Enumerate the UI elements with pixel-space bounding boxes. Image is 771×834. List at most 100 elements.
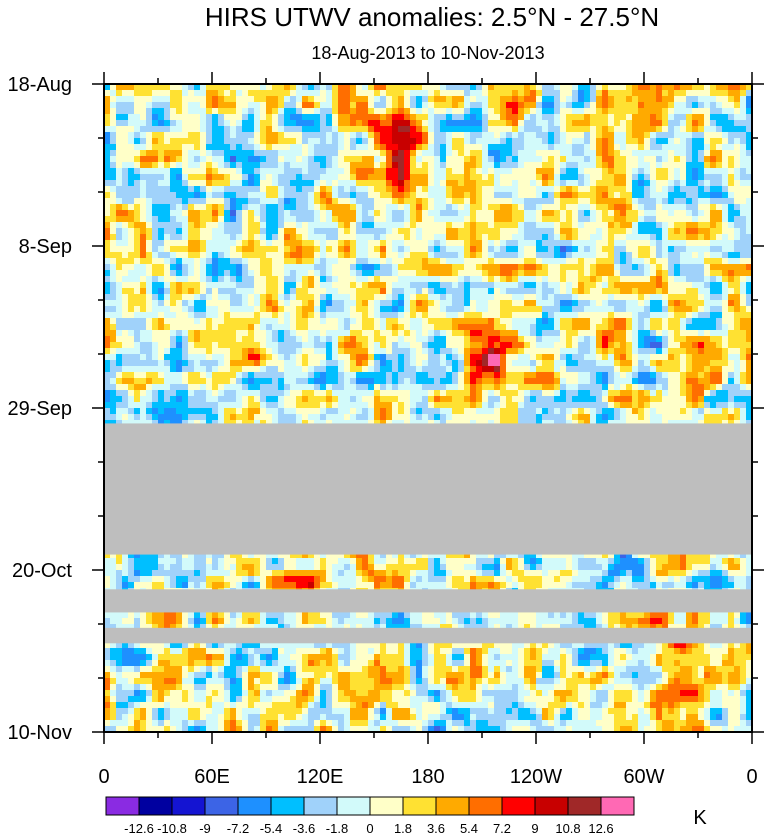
heatmap-cell <box>524 204 531 211</box>
heatmap-cell <box>110 84 117 91</box>
heatmap-cell <box>356 342 363 349</box>
heatmap-cell <box>314 198 321 205</box>
heatmap-cell <box>350 192 357 199</box>
heatmap-cell <box>500 96 507 103</box>
heatmap-cell <box>506 222 513 229</box>
heatmap-cell <box>566 300 573 307</box>
heatmap-cell <box>278 144 285 151</box>
heatmap-cell <box>146 354 153 361</box>
heatmap-cell <box>404 234 411 241</box>
heatmap-cell <box>602 270 609 277</box>
heatmap-cell <box>266 312 273 319</box>
heatmap-cell <box>158 174 165 181</box>
heatmap-cell <box>122 288 129 295</box>
heatmap-cell <box>218 204 225 211</box>
heatmap-cell <box>326 138 333 145</box>
heatmap-cell <box>200 102 207 109</box>
heatmap-cell <box>440 156 447 163</box>
heatmap-cell <box>116 264 123 271</box>
heatmap-cell <box>284 342 291 349</box>
heatmap-cell <box>476 228 483 235</box>
heatmap-cell <box>728 222 735 229</box>
heatmap-cell <box>512 228 519 235</box>
heatmap-cell <box>440 120 447 127</box>
heatmap-cell <box>116 102 123 109</box>
heatmap-cell <box>380 324 387 331</box>
heatmap-cell <box>512 342 519 349</box>
heatmap-cell <box>578 210 585 217</box>
heatmap-cell <box>134 102 141 109</box>
heatmap-cell <box>308 168 315 175</box>
heatmap-cell <box>206 342 213 349</box>
heatmap-cell <box>170 222 177 229</box>
heatmap-cell <box>266 174 273 181</box>
heatmap-cell <box>440 216 447 223</box>
heatmap-cell <box>140 312 147 319</box>
heatmap-cell <box>722 318 729 325</box>
heatmap-cell <box>344 318 351 325</box>
heatmap-cell <box>212 288 219 295</box>
heatmap-cell <box>200 318 207 325</box>
heatmap-cell <box>464 120 471 127</box>
heatmap-cell <box>272 258 279 265</box>
heatmap-cell <box>518 336 525 343</box>
heatmap-cell <box>368 120 375 127</box>
heatmap-cell <box>668 114 675 121</box>
heatmap-cell <box>278 270 285 277</box>
heatmap-cell <box>200 360 207 367</box>
heatmap-cell <box>134 192 141 199</box>
heatmap-cell <box>422 120 429 127</box>
heatmap-cell <box>494 312 501 319</box>
heatmap-cell <box>254 90 261 97</box>
heatmap-cell <box>746 258 753 265</box>
heatmap-cell <box>428 132 435 139</box>
heatmap-cell <box>122 306 129 313</box>
heatmap-cell <box>476 270 483 277</box>
heatmap-cell <box>266 318 273 325</box>
heatmap-cell <box>542 162 549 169</box>
heatmap-cell <box>482 312 489 319</box>
heatmap-cell <box>620 306 627 313</box>
heatmap-cell <box>338 138 345 145</box>
heatmap-cell <box>698 306 705 313</box>
heatmap-cell <box>194 150 201 157</box>
heatmap-cell <box>254 222 261 229</box>
heatmap-cell <box>230 144 237 151</box>
heatmap-cell <box>746 150 753 157</box>
heatmap-cell <box>650 186 657 193</box>
heatmap-cell <box>704 348 711 355</box>
heatmap-cell <box>248 240 255 247</box>
heatmap-cell <box>584 252 591 259</box>
heatmap-cell <box>260 120 267 127</box>
heatmap-cell <box>476 108 483 115</box>
heatmap-cell <box>218 150 225 157</box>
heatmap-cell <box>476 264 483 271</box>
heatmap-cell <box>224 192 231 199</box>
heatmap-cell <box>638 108 645 115</box>
heatmap-cell <box>416 354 423 361</box>
heatmap-cell <box>356 108 363 115</box>
heatmap-cell <box>446 222 453 229</box>
heatmap-cell <box>284 252 291 259</box>
heatmap-cell <box>632 204 639 211</box>
heatmap-cell <box>152 198 159 205</box>
heatmap-cell <box>164 120 171 127</box>
heatmap-cell <box>512 252 519 259</box>
heatmap-cell <box>584 96 591 103</box>
heatmap-cell <box>662 300 669 307</box>
heatmap-cell <box>116 360 123 367</box>
heatmap-cell <box>650 156 657 163</box>
heatmap-cell <box>482 282 489 289</box>
heatmap-cell <box>326 300 333 307</box>
heatmap-cell <box>254 342 261 349</box>
heatmap-cell <box>176 186 183 193</box>
heatmap-cell <box>584 162 591 169</box>
heatmap-cell <box>350 270 357 277</box>
heatmap-cell <box>326 288 333 295</box>
heatmap-cell <box>644 288 651 295</box>
heatmap-cell <box>476 210 483 217</box>
heatmap-cell <box>644 300 651 307</box>
heatmap-cell <box>170 342 177 349</box>
heatmap-cell <box>386 294 393 301</box>
heatmap-cell <box>296 282 303 289</box>
